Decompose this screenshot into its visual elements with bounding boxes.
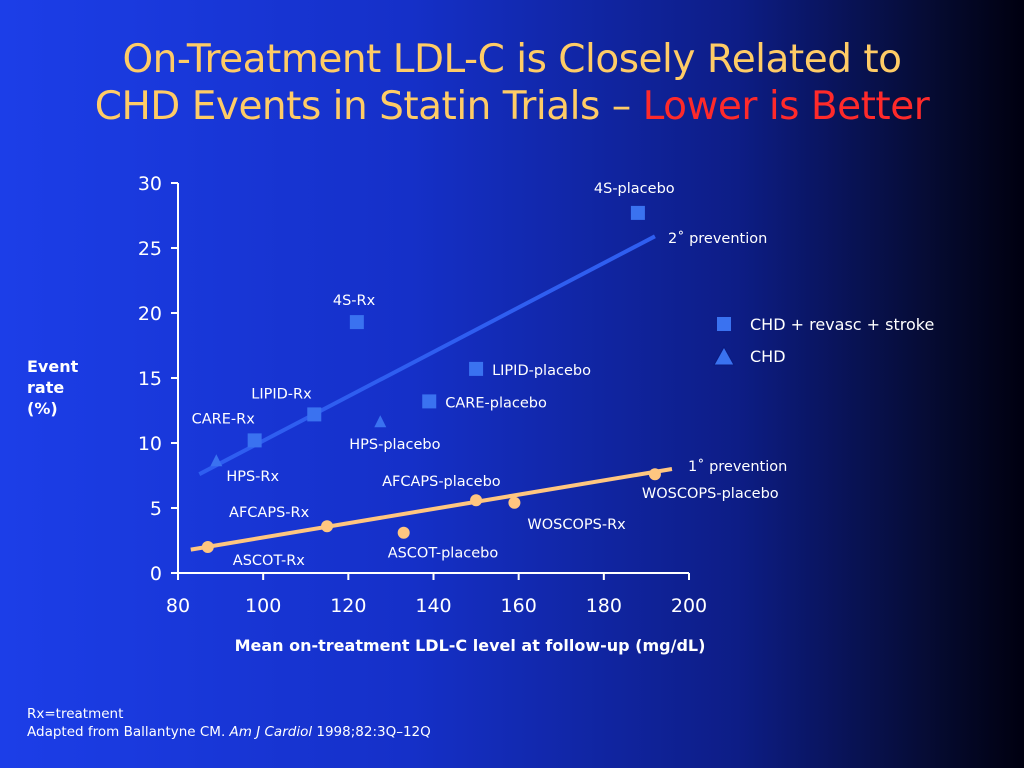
slide-footer: Rx=treatment Adapted from Ballantyne CM.… xyxy=(27,705,431,741)
legend-label: CHD xyxy=(750,346,786,366)
title-line-1: On-Treatment LDL-C is Closely Related to xyxy=(122,37,902,82)
y-tick-label: 20 xyxy=(138,303,162,325)
footer-note: Rx=treatment xyxy=(27,706,124,722)
data-point-circle xyxy=(201,541,214,553)
data-point-square xyxy=(349,315,364,330)
x-tick-label: 200 xyxy=(671,595,707,617)
data-point-square xyxy=(307,407,322,422)
chart-legend: CHD + revasc + stroke CHD xyxy=(712,308,934,372)
data-point-label: LIPID-Rx xyxy=(251,386,312,402)
data-point-circle xyxy=(508,496,521,509)
data-point-label: 4S-Rx xyxy=(333,293,376,309)
citation-journal: Am J Cardiol xyxy=(229,724,313,740)
data-point-square xyxy=(247,433,262,448)
y-tick-label: 25 xyxy=(138,238,162,260)
title-highlight: Lower is Better xyxy=(642,84,930,129)
data-point-square xyxy=(469,361,484,376)
data-point-square xyxy=(422,394,437,409)
data-point-circle xyxy=(397,526,410,539)
x-tick-label: 120 xyxy=(330,595,366,617)
primary-prevention-trendline xyxy=(190,467,673,552)
data-point-label: LIPID-placebo xyxy=(492,363,591,379)
legend-item-triangle: CHD xyxy=(712,340,934,372)
data-point-label: HPS-placebo xyxy=(349,437,440,453)
data-point-label: ASCOT-Rx xyxy=(233,553,305,569)
data-point-square xyxy=(630,205,645,220)
data-point-label: CARE-placebo xyxy=(445,395,547,411)
triangle-marker-icon xyxy=(712,345,736,367)
data-point-circle xyxy=(321,520,334,533)
y-tick-label: 10 xyxy=(138,433,162,455)
data-point-circle xyxy=(470,494,483,507)
data-point-label: AFCAPS-Rx xyxy=(229,505,310,521)
primary-prevention-label: 1˚ prevention xyxy=(688,458,787,475)
x-tick-label: 160 xyxy=(501,595,537,617)
data-point-circle xyxy=(648,468,661,481)
x-tick-label: 100 xyxy=(245,595,281,617)
data-point-triangle xyxy=(210,454,223,467)
data-point-label: CARE-Rx xyxy=(192,411,256,427)
data-point-label: WOSCOPS-placebo xyxy=(642,486,779,502)
secondary-prevention-trendline xyxy=(198,234,656,476)
data-point-label: ASCOT-placebo xyxy=(388,546,499,562)
y-tick-label: 0 xyxy=(150,563,162,585)
square-marker-icon xyxy=(712,313,736,335)
title-line-2: CHD Events in Statin Trials – xyxy=(94,84,643,129)
y-tick-label: 15 xyxy=(138,368,162,390)
data-point-label: AFCAPS-placebo xyxy=(382,474,501,490)
slide-title: On-Treatment LDL-C is Closely Related to… xyxy=(0,36,1024,130)
x-tick-label: 80 xyxy=(166,595,190,617)
footer-citation: Adapted from Ballantyne CM. Am J Cardiol… xyxy=(27,724,431,740)
x-axis-label: Mean on-treatment LDL-C level at follow-… xyxy=(234,636,706,655)
y-tick-label: 5 xyxy=(150,498,162,520)
data-point-label: 4S-placebo xyxy=(594,181,675,197)
data-point-triangle xyxy=(374,415,387,428)
data-point-label: WOSCOPS-Rx xyxy=(527,517,626,533)
y-axis-label: Event rate (%) xyxy=(27,357,79,418)
x-tick-label: 140 xyxy=(415,595,451,617)
secondary-prevention-label: 2˚ prevention xyxy=(668,230,767,247)
legend-item-square: CHD + revasc + stroke xyxy=(712,308,934,340)
y-tick-label: 30 xyxy=(138,173,162,195)
legend-label: CHD + revasc + stroke xyxy=(750,314,935,334)
x-tick-label: 180 xyxy=(586,595,622,617)
data-point-label: HPS-Rx xyxy=(226,469,279,485)
